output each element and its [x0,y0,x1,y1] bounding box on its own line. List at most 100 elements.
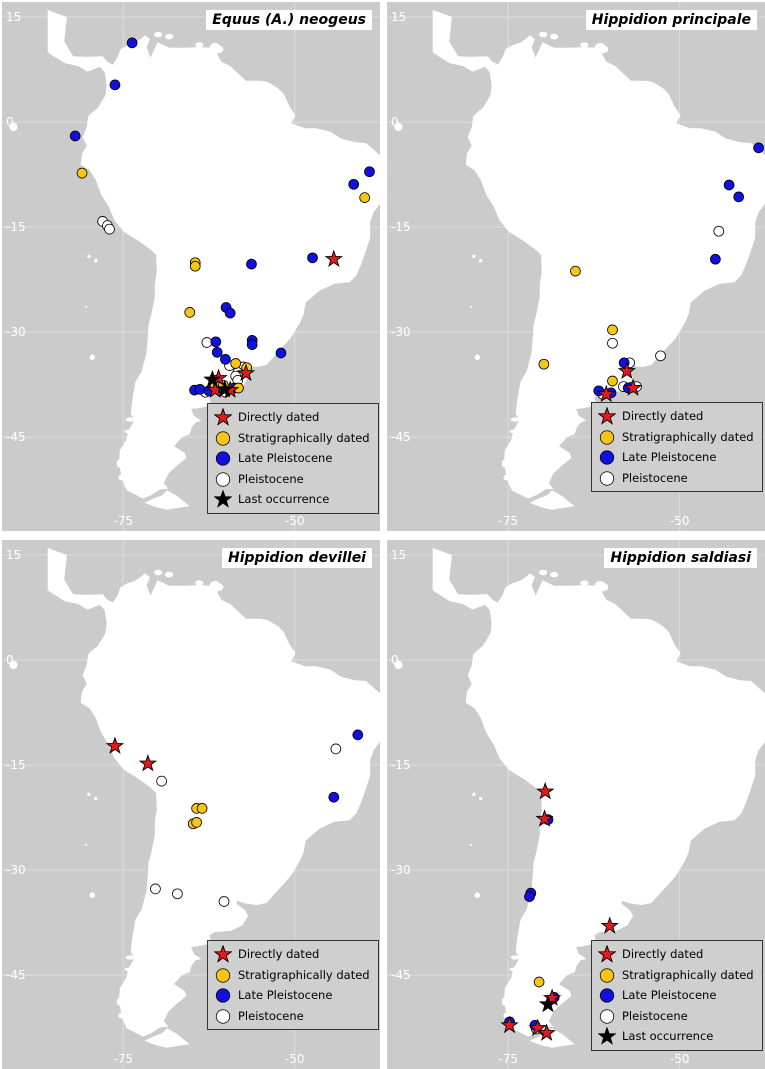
occurrence-point-pleistocene [201,337,213,348]
island [118,474,124,481]
occurrence-point-late-pleistocene [710,253,721,265]
island [116,459,123,468]
occurrence-point-late-pleistocene [753,142,764,154]
legend-symbol [214,490,232,508]
occurrence-point-directly-dated [623,378,643,396]
legend-label: Pleistocene [238,1008,304,1023]
legend-item-last-occurrence: Last occurrence [214,489,370,510]
legend-symbol [599,1009,615,1024]
island [87,792,91,797]
lon-tick-label: -75 [113,514,133,528]
map-plot: 15 0 -15 -30 -45 -75 -50 [387,540,765,1069]
occurrence-point-pleistocene [104,223,115,235]
island [510,955,521,960]
legend-marker-pleistocene [599,471,615,486]
lat-tick-label: 0 [391,653,399,667]
lat-tick-label: 15 [6,10,21,24]
lat-tick-label: -30 [6,863,26,877]
legend-marker-directly-dated [214,945,232,963]
south-america-landmass [465,573,765,1037]
legend-item-pleistocene: Pleistocene [598,468,754,489]
legend-marker-last-occurrence [214,490,232,508]
occurrence-point-late-pleistocene [524,891,535,902]
island [510,417,521,422]
legend-item-pleistocene: Pleistocene [214,1006,370,1027]
island [479,796,483,801]
legend-marker-directly-dated [598,407,616,425]
occurrence-point-late-pleistocene [126,37,138,49]
island [124,967,132,972]
occurrence-point-directly-dated [617,361,636,380]
legend-label: Directly dated [238,947,320,962]
island [503,474,509,481]
occurrence-point-directly-dated [500,1015,519,1034]
occurrence-point-pleistocene [713,225,725,237]
island [87,254,91,259]
island [550,33,559,40]
island [85,305,88,308]
island [472,792,476,797]
legend-item-late-pleistocene: Late Pleistocene [214,448,370,469]
legend-marker-directly-dated [214,408,232,426]
map-panel-hippidion-saldiasi: 15 0 -15 -30 -45 -75 -50 Hippidion saldiasi Di… [387,540,765,1069]
legend-label: Late Pleistocene [238,988,333,1003]
tierra-del-fuego-landmass [144,490,190,510]
occurrence-point-stratigraphically-dated [76,167,88,179]
island [509,429,517,434]
legend-marker-late-pleistocene [215,988,231,1003]
island [501,459,508,468]
occurrence-point-pleistocene [655,350,666,362]
occurrence-point-pleistocene [330,743,342,755]
occurrence-point-late-pleistocene [69,130,81,142]
legend-label: Directly dated [622,409,704,424]
panel-title: Hippidion saldiasi [604,548,757,568]
legend: Directly dated Stratigraphically dated Lat… [207,403,379,514]
island [550,571,559,578]
central-america-landmass [432,548,493,611]
occurrence-point-late-pleistocene [348,178,360,190]
central-america-landmass [47,548,108,611]
legend-symbol [215,988,231,1003]
legend-symbol [214,408,232,426]
island [539,569,548,576]
legend: Directly dated Stratigraphically dated Lat… [207,940,379,1030]
legend-item-stratigraphically-dated: Stratigraphically dated [214,428,370,449]
occurrence-point-late-pleistocene [246,339,258,350]
island [470,305,473,308]
island [594,42,606,53]
lat-tick-label: -30 [391,863,411,877]
lat-tick-label: -15 [6,220,26,234]
legend-label: Last occurrence [622,1029,714,1044]
tierra-del-fuego-landmass [529,490,575,510]
island [89,892,96,898]
island [509,967,517,972]
legend: Directly dated Stratigraphically dated Lat… [591,940,763,1051]
island [539,31,548,38]
map-plot: 15 0 -15 -30 -45 -75 -50 [387,2,765,531]
island [580,580,589,586]
legend-marker-late-pleistocene [215,451,231,466]
legend-symbol [598,407,616,425]
legend-item-late-pleistocene: Late Pleistocene [598,447,754,468]
legend-label: Pleistocene [622,1008,688,1023]
map-plot: 15 0 -15 -30 -45 -75 -50 [2,540,380,1069]
occurrence-point-directly-dated [138,754,157,772]
occurrence-point-pleistocene [150,883,161,895]
lat-tick-label: -45 [391,968,411,982]
map-plot: 15 0 -15 -30 -45 -75 -50 [2,2,380,531]
occurrence-point-directly-dated [535,809,554,827]
island [9,122,18,132]
occurrence-point-stratigraphically-dated [184,307,196,318]
occurrence-point-late-pleistocene [307,252,318,264]
island [154,31,163,38]
occurrence-point-stratigraphically-dated [570,265,581,277]
legend-symbol [215,1009,231,1024]
occurrence-point-late-pleistocene [364,166,375,178]
occurrence-point-late-pleistocene [211,346,223,358]
occurrence-point-stratigraphically-dated [607,324,618,336]
occurrence-point-directly-dated [324,249,343,268]
panel-title: Equus (A.) neogeus [206,10,372,30]
occurrence-point-stratigraphically-dated [189,260,201,272]
legend-item-stratigraphically-dated: Stratigraphically dated [598,427,754,448]
lon-tick-label: -75 [498,1052,518,1066]
